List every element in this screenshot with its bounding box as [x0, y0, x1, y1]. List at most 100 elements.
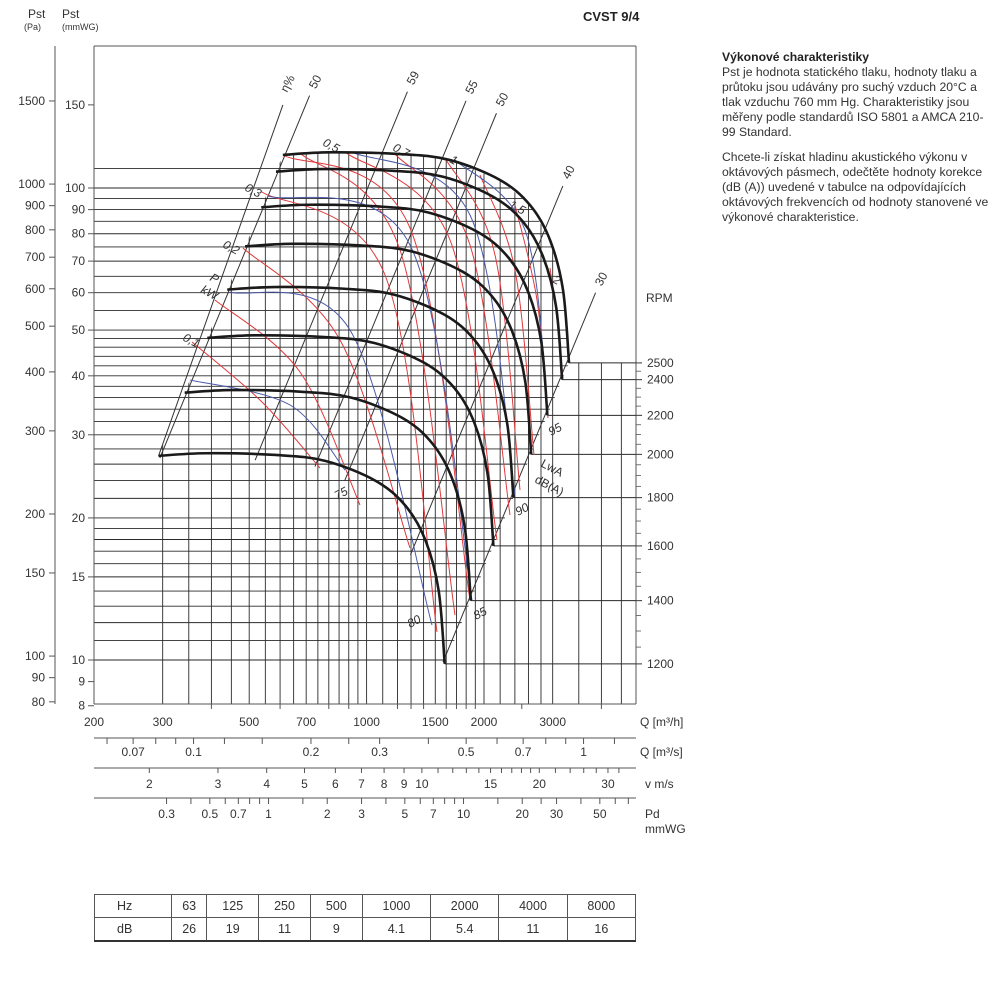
y-pa-tick-label: 1000	[18, 177, 45, 191]
axes: Pst(Pa)Pst(mmWG)150010009008007006005004…	[18, 7, 685, 836]
q-m3s-tick-label: 0.07	[121, 745, 145, 759]
hz-cell: 8000	[566, 894, 637, 918]
y-pa-tick-label: 80	[32, 695, 46, 709]
velocity-tick-label: 9	[401, 777, 408, 791]
power-label: 0,1	[181, 330, 202, 350]
efficiency-label: 40	[559, 163, 578, 182]
vertical-grid	[162, 152, 622, 704]
velocity-tick-label: 3	[215, 777, 222, 791]
y-mm-tick-label: 70	[72, 254, 86, 268]
sound-label: 85	[471, 604, 490, 623]
power-line	[191, 341, 321, 469]
sound-label: 80	[405, 612, 424, 631]
efficiency-label: 50	[306, 72, 325, 91]
description-paragraph-1: Pst je hodnota statického tlaku, hodnoty…	[722, 65, 984, 139]
efficiency-label: 30	[592, 269, 611, 288]
description-panel: Výkonové charakteristiky Pst je hodnota …	[722, 50, 992, 235]
db-cell: 5.4	[430, 917, 500, 942]
rpm-tick-label: 1400	[647, 594, 674, 608]
velocity-tick-label: 8	[381, 777, 388, 791]
fan-curve-1400rpm	[184, 388, 473, 601]
fan-curve-1800rpm	[227, 285, 515, 498]
hz-cell: 1000	[361, 894, 432, 918]
rpm-tick-label: 1200	[647, 657, 674, 671]
pd-tick-label: 20	[516, 807, 530, 821]
y-mm-tick-label: 9	[78, 675, 85, 689]
db-cell: 19	[206, 917, 260, 942]
sound-label: 95	[546, 420, 565, 439]
hz-cell: 125	[206, 894, 260, 918]
x-tick-label: 2000	[471, 715, 498, 729]
pd-tick-label: 7	[430, 807, 437, 821]
y-mm-tick-label: 40	[72, 369, 86, 383]
pd-tick-label: 0.5	[201, 807, 218, 821]
velocity-label: v m/s	[645, 777, 674, 791]
q-m3s-tick-label: 0.2	[303, 745, 320, 759]
y-pa-tick-label: 400	[25, 365, 45, 379]
y-pa-label: Pst	[28, 7, 46, 21]
efficiency-lines: 50 59 55 50 40 30 η%	[159, 68, 611, 663]
sound-line	[229, 291, 433, 626]
y-pa-tick-label: 700	[25, 250, 45, 264]
db-cell: 26	[170, 917, 208, 942]
hz-cell: 250	[258, 894, 311, 918]
pd-label: Pd	[645, 807, 660, 821]
y-mm-tick-label: 50	[72, 323, 86, 337]
y-mm-unit: (mmWG)	[62, 22, 98, 32]
y-mm-label: Pst	[62, 7, 80, 21]
hz-cell: 4000	[498, 894, 568, 918]
rpm-tick-label: 1600	[647, 539, 674, 553]
pd-tick-label: 50	[593, 807, 607, 821]
sound-label: 90	[513, 500, 532, 519]
y-mm-tick-label: 100	[65, 181, 85, 195]
hz-cell: 2000	[430, 894, 500, 918]
pd-tick-label: 3	[358, 807, 365, 821]
chart-title: CVST 9/4	[583, 9, 640, 24]
db-cell: 16	[566, 917, 637, 942]
y-pa-unit: (Pa)	[24, 22, 41, 32]
power-line	[479, 174, 535, 456]
fan-curve-2500rpm	[282, 151, 571, 364]
y-mm-tick-label: 20	[72, 511, 86, 525]
pd-tick-label: 30	[550, 807, 564, 821]
row-label-db: dB	[94, 917, 172, 942]
velocity-tick-label: 30	[601, 777, 615, 791]
table-row-hz: Hz 63 125 250 500 1000 2000 4000 8000	[94, 894, 637, 918]
row-label-hz: Hz	[94, 894, 172, 918]
efficiency-line	[314, 100, 467, 467]
efficiency-title: η%	[277, 72, 298, 94]
hz-cell: 63	[170, 894, 208, 918]
y-pa-tick-label: 900	[25, 199, 45, 213]
x-tick-label: 1000	[353, 715, 380, 729]
octave-correction-table: Hz 63 125 250 500 1000 2000 4000 8000 dB…	[94, 894, 637, 942]
db-cell: 4.1	[361, 917, 432, 942]
table-row-db: dB 26 19 11 9 4.1 5.4 11 16	[94, 917, 637, 942]
fan-curve-2400rpm	[275, 167, 564, 380]
y-pa-tick-label: 100	[25, 649, 45, 663]
sound-label: 75	[332, 484, 351, 503]
power-label: 0,7	[391, 140, 413, 161]
rpm-tick-label: 2500	[647, 356, 674, 370]
description-heading: Výkonové charakteristiky	[722, 50, 870, 64]
y-mm-tick-label: 15	[72, 570, 86, 584]
velocity-tick-label: 20	[533, 777, 547, 791]
x-tick-label: 700	[296, 715, 316, 729]
sound-line	[267, 195, 473, 601]
pd-tick-label: 1	[265, 807, 272, 821]
db-cell: 9	[309, 917, 363, 942]
q-m3s-tick-label: 0.3	[371, 745, 388, 759]
y-mm-tick-label: 80	[72, 227, 86, 241]
x-tick-label: 3000	[539, 715, 566, 729]
power-label: 0,2	[221, 237, 243, 257]
hz-cell: 500	[309, 894, 363, 918]
fan-curves	[158, 104, 571, 664]
pd-tick-label: 5	[401, 807, 408, 821]
efficiency-line	[344, 113, 497, 481]
power-line	[214, 299, 361, 506]
velocity-tick-label: 15	[484, 777, 498, 791]
q-m3s-tick-label: 0.7	[515, 745, 532, 759]
velocity-tick-label: 4	[263, 777, 270, 791]
y-mm-tick-label: 60	[72, 286, 86, 300]
left-boundary-line	[158, 104, 284, 457]
x-tick-label: 1500	[422, 715, 449, 729]
